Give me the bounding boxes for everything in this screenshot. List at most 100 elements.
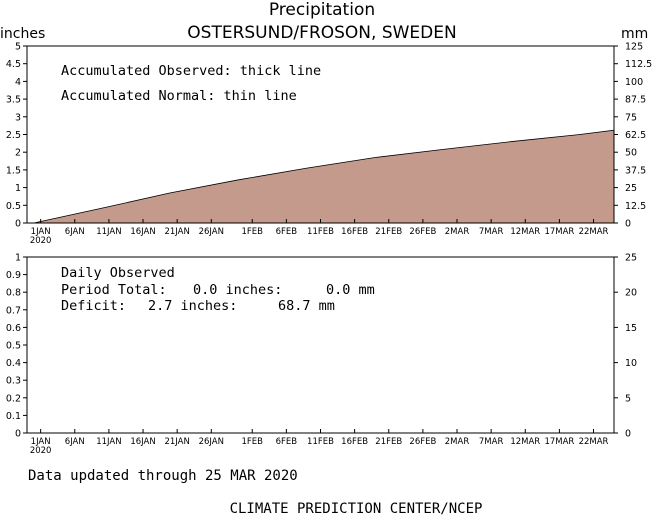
top-right-axis: 0 12.5 25 37.5 50 62.5 75 87.5 100 112.5 125 bbox=[614, 42, 652, 230]
bottom-right-tick-label: 5 bbox=[625, 393, 631, 404]
top-left-tick-label: 0.5 bbox=[6, 201, 21, 212]
bottom-x-tick-label: 16FEB bbox=[341, 437, 368, 447]
top-left-tick-label: 0 bbox=[15, 219, 21, 230]
top-right-tick-label: 50 bbox=[625, 148, 637, 159]
top-x-tick-label: 21FEB bbox=[375, 227, 402, 237]
period-total-label: Period Total: bbox=[61, 282, 167, 298]
bottom-left-tick-label: 0.1 bbox=[6, 411, 21, 422]
top-x-tick-label: 26JAN bbox=[199, 227, 224, 237]
top-right-tick-label: 37.5 bbox=[625, 165, 646, 176]
top-x-tick-label: 6JAN bbox=[65, 227, 85, 237]
top-x-axis: 1JAN 6JAN 11JAN 16JAN 21JAN 26JAN 1FEB 6FEB 11FE… bbox=[30, 219, 609, 246]
top-x-tick-label: 22MAR bbox=[579, 227, 609, 237]
bottom-left-tick-label: 0.7 bbox=[6, 305, 21, 316]
bottom-x-tick-label: 26JAN bbox=[199, 437, 224, 447]
top-right-tick-label: 100 bbox=[625, 77, 643, 88]
bottom-right-tick-label: 20 bbox=[625, 288, 637, 299]
bottom-x-tick-label: 21FEB bbox=[375, 437, 402, 447]
bottom-x-axis: 1JAN 6JAN 11JAN 16JAN 21JAN 26JAN 1FEB 6FEB 11FE… bbox=[30, 429, 609, 456]
bottom-left-tick-label: 0 bbox=[15, 429, 21, 440]
daily-observed-title: Daily Observed bbox=[61, 265, 175, 281]
bottom-x-tick-label: 17MAR bbox=[544, 437, 574, 447]
bottom-left-tick-label: 0.4 bbox=[6, 358, 21, 369]
data-updated-note: Data updated through 25 MAR 2020 bbox=[28, 468, 298, 484]
bottom-x-tick-label: 6FEB bbox=[276, 437, 298, 447]
accumulated-panel: 0 0.5 1 1.5 2 2.5 3 3.5 4 4.5 5 0 12.5 25 37.5 50 62.5 7… bbox=[6, 42, 652, 247]
bottom-x-tick-label: 22MAR bbox=[579, 437, 609, 447]
chart-title: Precipitation bbox=[269, 0, 375, 20]
period-total-inches: 0.0 inches: bbox=[193, 282, 282, 298]
top-x-tick-label: 16JAN bbox=[130, 227, 155, 237]
top-right-tick-label: 25 bbox=[625, 183, 637, 194]
credit-line: CLIMATE PREDICTION CENTER/NCEP bbox=[230, 501, 483, 517]
bottom-left-tick-label: 0.2 bbox=[6, 393, 21, 404]
bottom-right-tick-label: 10 bbox=[625, 358, 637, 369]
top-left-tick-label: 2.5 bbox=[6, 130, 21, 141]
bottom-x-tick-label: 12MAR bbox=[510, 437, 540, 447]
daily-panel: 0 0.1 0.2 0.3 0.4 0.5 0.6 0.7 0.8 0.9 1 0 5 10 15 20 25… bbox=[6, 253, 637, 457]
top-x-tick-label: 1FEB bbox=[241, 227, 263, 237]
bottom-x-tick-label: 1JAN bbox=[31, 437, 51, 447]
bottom-x-tick-label: 1FEB bbox=[241, 437, 263, 447]
top-left-tick-label: 3.5 bbox=[6, 95, 21, 106]
bottom-left-tick-label: 0.9 bbox=[6, 270, 21, 281]
top-right-tick-label: 112.5 bbox=[625, 59, 652, 70]
top-left-tick-label: 4.5 bbox=[6, 59, 21, 70]
top-left-tick-label: 2 bbox=[15, 148, 21, 159]
bottom-right-axis: 0 5 10 15 20 25 bbox=[614, 253, 637, 440]
bottom-left-tick-label: 0.8 bbox=[6, 288, 21, 299]
top-right-tick-label: 125 bbox=[625, 42, 643, 53]
right-unit-label: mm bbox=[621, 26, 648, 42]
top-x-tick-label: 1JAN bbox=[31, 227, 51, 237]
top-x-tick-label: 26FEB bbox=[409, 227, 436, 237]
deficit-inches: 2.7 inches: bbox=[148, 298, 237, 314]
period-total-mm: 0.0 mm bbox=[326, 282, 375, 298]
bottom-x-tick-label: 2MAR bbox=[445, 437, 470, 447]
top-right-tick-label: 75 bbox=[625, 112, 637, 123]
bottom-x-tick-label: 21JAN bbox=[164, 437, 189, 447]
top-right-tick-label: 62.5 bbox=[625, 130, 646, 141]
top-left-axis: 0 0.5 1 1.5 2 2.5 3 3.5 4 4.5 5 bbox=[6, 42, 27, 230]
observed-legend-note: Accumulated Observed: thick line bbox=[61, 63, 321, 79]
top-x-tick-label: 6FEB bbox=[276, 227, 298, 237]
top-x-tick-label: 7MAR bbox=[479, 227, 504, 237]
bottom-right-tick-label: 0 bbox=[625, 429, 631, 440]
top-right-tick-label: 12.5 bbox=[625, 201, 646, 212]
bottom-x-tick-label: 26FEB bbox=[409, 437, 436, 447]
accumulated-normal-area bbox=[33, 129, 615, 224]
normal-legend-note: Accumulated Normal: thin line bbox=[61, 88, 297, 104]
bottom-x-tick-label: 11FEB bbox=[307, 437, 334, 447]
bottom-right-tick-label: 15 bbox=[625, 323, 637, 334]
bottom-left-tick-label: 0.3 bbox=[6, 376, 21, 387]
top-left-tick-label: 1 bbox=[15, 183, 21, 194]
top-left-tick-label: 1.5 bbox=[6, 165, 21, 176]
top-x-tick-label: 16FEB bbox=[341, 227, 368, 237]
station-name: OSTERSUND/FROSON, SWEDEN bbox=[187, 23, 456, 43]
bottom-left-tick-label: 0.6 bbox=[6, 323, 21, 334]
deficit-label: Deficit: bbox=[61, 298, 126, 314]
deficit-mm: 68.7 mm bbox=[278, 298, 335, 314]
top-x-tick-label: 17MAR bbox=[544, 227, 574, 237]
bottom-year-label: 2020 bbox=[30, 446, 52, 456]
top-right-tick-label: 87.5 bbox=[625, 95, 646, 106]
top-year-label: 2020 bbox=[30, 236, 52, 246]
bottom-left-tick-label: 0.5 bbox=[6, 341, 21, 352]
bottom-x-tick-label: 11JAN bbox=[96, 437, 121, 447]
bottom-x-tick-label: 6JAN bbox=[65, 437, 85, 447]
top-left-tick-label: 3 bbox=[15, 112, 21, 123]
top-x-tick-label: 12MAR bbox=[510, 227, 540, 237]
bottom-x-tick-label: 16JAN bbox=[130, 437, 155, 447]
bottom-left-tick-label: 1 bbox=[15, 253, 21, 264]
bottom-left-axis: 0 0.1 0.2 0.3 0.4 0.5 0.6 0.7 0.8 0.9 1 bbox=[6, 253, 27, 440]
bottom-x-tick-label: 7MAR bbox=[479, 437, 504, 447]
left-unit-label: inches bbox=[0, 26, 45, 42]
top-left-tick-label: 4 bbox=[15, 77, 21, 88]
top-left-tick-label: 5 bbox=[15, 42, 21, 53]
top-x-tick-label: 11JAN bbox=[96, 227, 121, 237]
top-x-tick-label: 21JAN bbox=[164, 227, 189, 237]
top-right-tick-label: 0 bbox=[625, 219, 631, 230]
top-x-tick-label: 11FEB bbox=[307, 227, 334, 237]
top-x-tick-label: 2MAR bbox=[445, 227, 470, 237]
bottom-right-tick-label: 25 bbox=[625, 253, 637, 264]
